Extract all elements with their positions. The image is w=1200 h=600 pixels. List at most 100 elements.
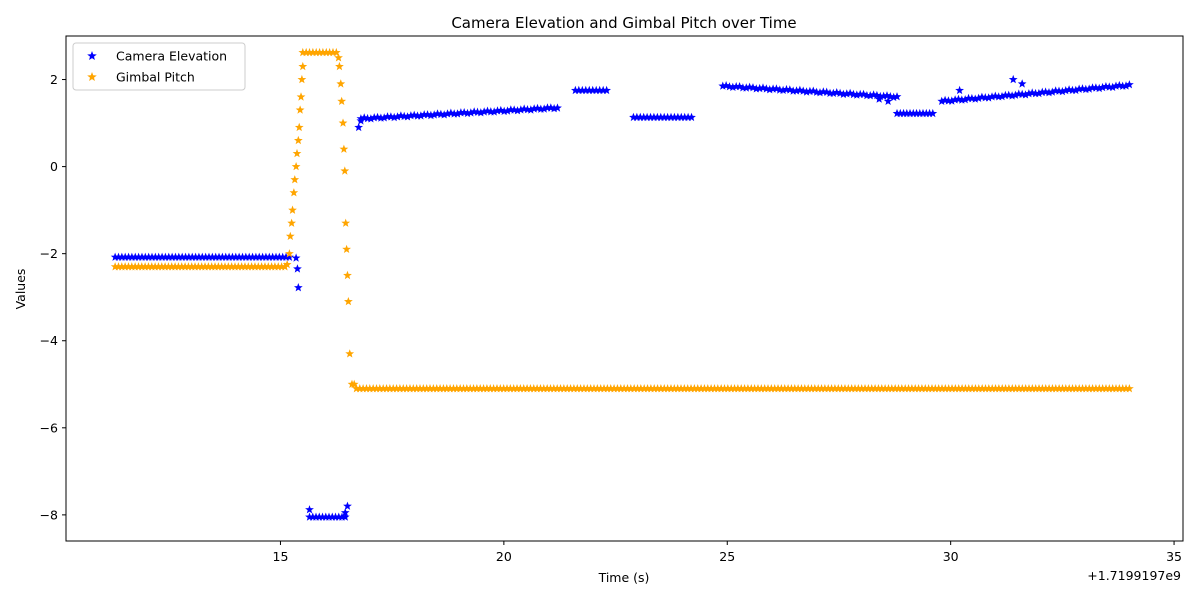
data-point [751, 84, 761, 93]
data-point [780, 384, 790, 393]
data-point [649, 384, 659, 393]
data-point [767, 384, 776, 393]
data-point [743, 384, 753, 393]
data-point [581, 85, 591, 95]
data-point [161, 252, 170, 261]
data-point [453, 109, 462, 118]
data-point [1078, 384, 1087, 393]
x-tick-label: 15 [273, 549, 289, 564]
data-point [337, 96, 347, 105]
data-point [144, 252, 153, 261]
data-point [342, 244, 351, 253]
data-point [383, 112, 392, 121]
data-point [382, 384, 391, 393]
data-point [669, 384, 679, 393]
data-point [499, 106, 509, 115]
data-point [598, 85, 608, 95]
data-point [435, 384, 445, 393]
data-point [301, 47, 311, 57]
data-point [899, 108, 908, 118]
data-point [314, 512, 324, 521]
data-point [817, 384, 826, 393]
data-point [566, 384, 575, 393]
data-point [1028, 384, 1037, 393]
data-point [589, 384, 599, 393]
data-point [271, 252, 281, 261]
data-point [187, 252, 197, 261]
data-point [808, 86, 818, 95]
data-point [1084, 84, 1094, 93]
data-point [372, 384, 381, 393]
data-point [937, 384, 947, 393]
data-point [526, 384, 535, 393]
legend-label: Camera Elevation [116, 49, 227, 64]
data-point [532, 384, 542, 393]
data-point [862, 91, 872, 100]
data-point [241, 252, 251, 261]
data-point [469, 384, 478, 393]
data-point [971, 384, 980, 393]
data-point [1054, 384, 1064, 393]
data-point [349, 379, 359, 388]
data-point [626, 384, 636, 393]
data-point [354, 122, 363, 132]
data-point [134, 252, 143, 261]
data-point [1064, 384, 1074, 393]
data-point [673, 384, 682, 393]
data-point [571, 85, 580, 95]
data-point [750, 384, 759, 393]
y-tick-label: −6 [40, 420, 58, 435]
data-point [890, 384, 900, 393]
data-point [813, 384, 823, 393]
data-point [792, 86, 801, 95]
data-point [778, 85, 788, 94]
data-point [1111, 81, 1121, 90]
data-point [287, 218, 296, 227]
data-point [412, 384, 421, 393]
data-point [127, 262, 137, 271]
data-point [150, 262, 160, 271]
data-point [944, 96, 953, 105]
data-point [867, 384, 877, 393]
data-point [875, 91, 885, 101]
data-point [506, 384, 515, 393]
y-tick-label: −2 [40, 246, 58, 261]
data-point [807, 384, 816, 393]
data-point [190, 262, 200, 271]
data-point [251, 252, 261, 261]
data-point [686, 384, 696, 393]
data-point [954, 384, 964, 393]
data-point [385, 384, 395, 393]
data-point [718, 81, 728, 90]
data-point [154, 262, 163, 271]
data-point [204, 262, 213, 271]
data-point [160, 262, 170, 271]
data-point [218, 252, 227, 261]
data-point [197, 262, 207, 271]
data-point [110, 252, 120, 261]
data-point [352, 384, 361, 393]
data-point [646, 384, 656, 393]
data-point [905, 108, 915, 118]
data-point [1044, 88, 1054, 97]
data-point [305, 47, 314, 57]
data-point [840, 384, 850, 393]
data-point [318, 47, 328, 57]
data-point [797, 384, 806, 393]
data-point [920, 384, 930, 393]
data-point [502, 384, 512, 393]
data-point [1061, 384, 1071, 393]
data-point [740, 384, 749, 393]
data-point [765, 85, 775, 94]
data-point [321, 512, 331, 521]
data-point [918, 108, 928, 118]
data-point [1001, 90, 1010, 100]
data-point [137, 252, 147, 261]
chart-title: Camera Elevation and Gimbal Pitch over T… [451, 14, 796, 32]
data-point [536, 104, 546, 113]
data-point [459, 384, 468, 393]
data-point [947, 384, 957, 393]
x-tick-label: 20 [496, 549, 512, 564]
data-point [987, 384, 997, 393]
data-point [623, 384, 632, 393]
